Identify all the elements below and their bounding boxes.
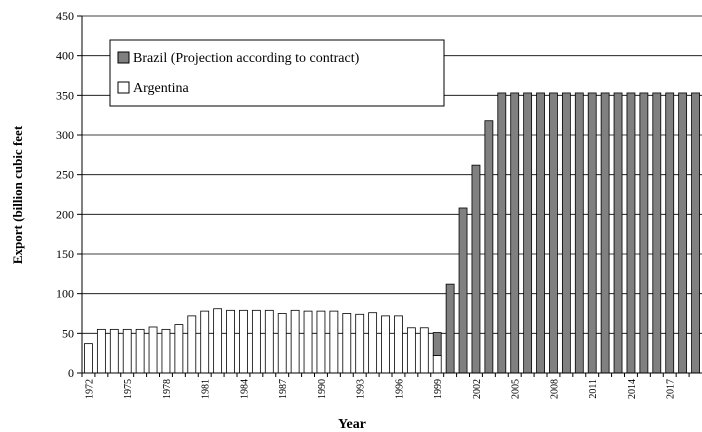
bar	[561, 92, 571, 374]
bar	[368, 312, 378, 374]
legend-label: Argentina	[133, 81, 190, 96]
bar	[600, 92, 610, 374]
y-tick-label: 200	[56, 207, 74, 221]
bar	[84, 343, 93, 374]
bar	[497, 92, 507, 374]
bar	[639, 92, 649, 374]
bar	[458, 207, 468, 374]
x-tick-label: 2002	[472, 379, 483, 399]
y-tick-label: 400	[56, 49, 74, 63]
x-tick-label: 1993	[356, 379, 367, 399]
bar	[277, 313, 287, 374]
y-tick-label: 150	[56, 247, 74, 261]
bar	[213, 308, 223, 374]
bar	[691, 92, 700, 374]
y-tick-label: 0	[68, 366, 74, 380]
bar	[523, 92, 533, 374]
x-tick-label: 2014	[627, 379, 638, 399]
bar	[174, 324, 184, 374]
y-tick-label: 100	[56, 287, 74, 301]
bar	[510, 92, 520, 374]
legend-swatch	[117, 81, 130, 94]
bar	[122, 328, 132, 374]
bar	[549, 92, 558, 374]
bar	[381, 315, 390, 374]
x-tick-label: 1996	[394, 379, 405, 399]
y-axis-title: Export (billion cubic feet	[10, 125, 25, 264]
bar	[303, 310, 313, 374]
bar	[536, 92, 545, 374]
x-tick-label: 1978	[162, 379, 173, 399]
bar	[613, 92, 623, 374]
bar	[665, 92, 675, 374]
bar	[432, 332, 442, 356]
bar	[406, 327, 416, 374]
bar	[96, 328, 106, 374]
bar	[355, 313, 365, 374]
bar	[342, 313, 352, 374]
bar	[626, 92, 636, 374]
bar	[135, 328, 145, 374]
bar	[419, 327, 429, 374]
y-tick-label: 300	[56, 128, 74, 142]
bar	[445, 283, 455, 374]
bar	[148, 326, 158, 374]
x-tick-label: 1975	[123, 379, 134, 399]
x-tick-label: 1972	[84, 379, 95, 399]
x-tick-label: 1984	[239, 379, 250, 399]
y-tick-label: 350	[56, 88, 74, 102]
x-tick-label: 1981	[201, 379, 212, 399]
x-tick-label: 1987	[278, 379, 289, 399]
bar	[161, 328, 171, 374]
legend-box	[109, 39, 445, 107]
bar	[678, 92, 688, 374]
bar	[226, 309, 235, 374]
bar	[239, 309, 248, 374]
x-tick-label: 1990	[317, 379, 328, 399]
bar	[652, 92, 662, 374]
bar	[290, 309, 300, 374]
x-tick-label: 2017	[666, 379, 677, 399]
x-tick-label: 1999	[433, 379, 444, 399]
x-tick-label: 2011	[588, 379, 599, 399]
y-tick-label: 450	[56, 9, 74, 23]
bar	[574, 92, 584, 374]
legend-swatch	[117, 51, 130, 64]
bar	[187, 315, 197, 374]
bar	[484, 120, 494, 374]
x-tick-label: 2008	[549, 379, 560, 399]
legend: Brazil (Projection according to contract…	[109, 39, 445, 107]
y-tick-label: 250	[56, 168, 74, 182]
bar	[587, 92, 597, 374]
bar	[200, 310, 210, 374]
bar	[251, 309, 261, 374]
bar	[394, 315, 403, 374]
bar	[432, 355, 442, 374]
bar	[264, 309, 274, 374]
bar	[329, 310, 339, 374]
legend-label: Brazil (Projection according to contract…	[133, 51, 360, 66]
x-tick-label: 2005	[511, 379, 522, 399]
bar	[109, 328, 119, 374]
x-axis-title: Year	[338, 417, 366, 432]
bar	[316, 310, 326, 374]
bar	[471, 164, 481, 374]
y-tick-label: 50	[62, 326, 74, 340]
